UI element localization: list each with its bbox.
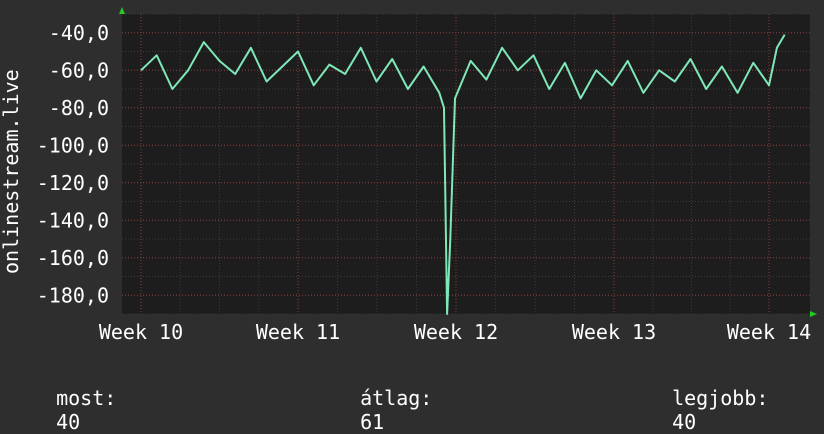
y-tick-label: -60,0 [49,58,109,82]
y-tick-label: -160,0 [37,246,109,270]
stat-average: átlag: 61 [336,362,432,434]
chart: -40,0 -60,0 -80,0 -100,0 -120,0 -140,0 -160,0 -… [0,7,817,344]
y-tick-label: -140,0 [37,208,109,232]
stat-most-value: 40 [56,410,81,434]
y-axis-label: onlinestream.live [0,69,23,274]
stat-most: most: 40 [32,362,116,434]
y-tick-label: -180,0 [37,283,109,307]
y-tick-label: -100,0 [37,133,109,157]
x-axis-arrow-icon [810,311,817,317]
grid [122,13,810,315]
x-tick-label: Week 12 [414,320,498,344]
y-tick-label: -120,0 [37,171,109,195]
stat-most-label: most: [56,386,117,410]
stat-average-label: átlag: [360,386,433,410]
plot-area [122,14,810,314]
x-axis: Week 10 Week 11 Week 12 Week 13 Week 14 [99,320,811,344]
stat-average-value: 61 [360,410,385,434]
stat-best-value: 40 [672,410,697,434]
y-axis-arrow-icon [119,7,125,14]
x-tick-label: Week 10 [99,320,183,344]
series-line [140,34,786,315]
x-tick-label: Week 13 [572,320,656,344]
stat-best-label: legjobb: [672,386,769,410]
x-tick-label: Week 14 [727,320,811,344]
x-tick-label: Week 11 [256,320,340,344]
y-axis: -40,0 -60,0 -80,0 -100,0 -120,0 -140,0 -160,0 -… [37,21,109,308]
y-tick-label: -40,0 [49,21,109,45]
stat-best: legjobb: 40 [648,362,768,434]
y-tick-label: -80,0 [49,96,109,120]
